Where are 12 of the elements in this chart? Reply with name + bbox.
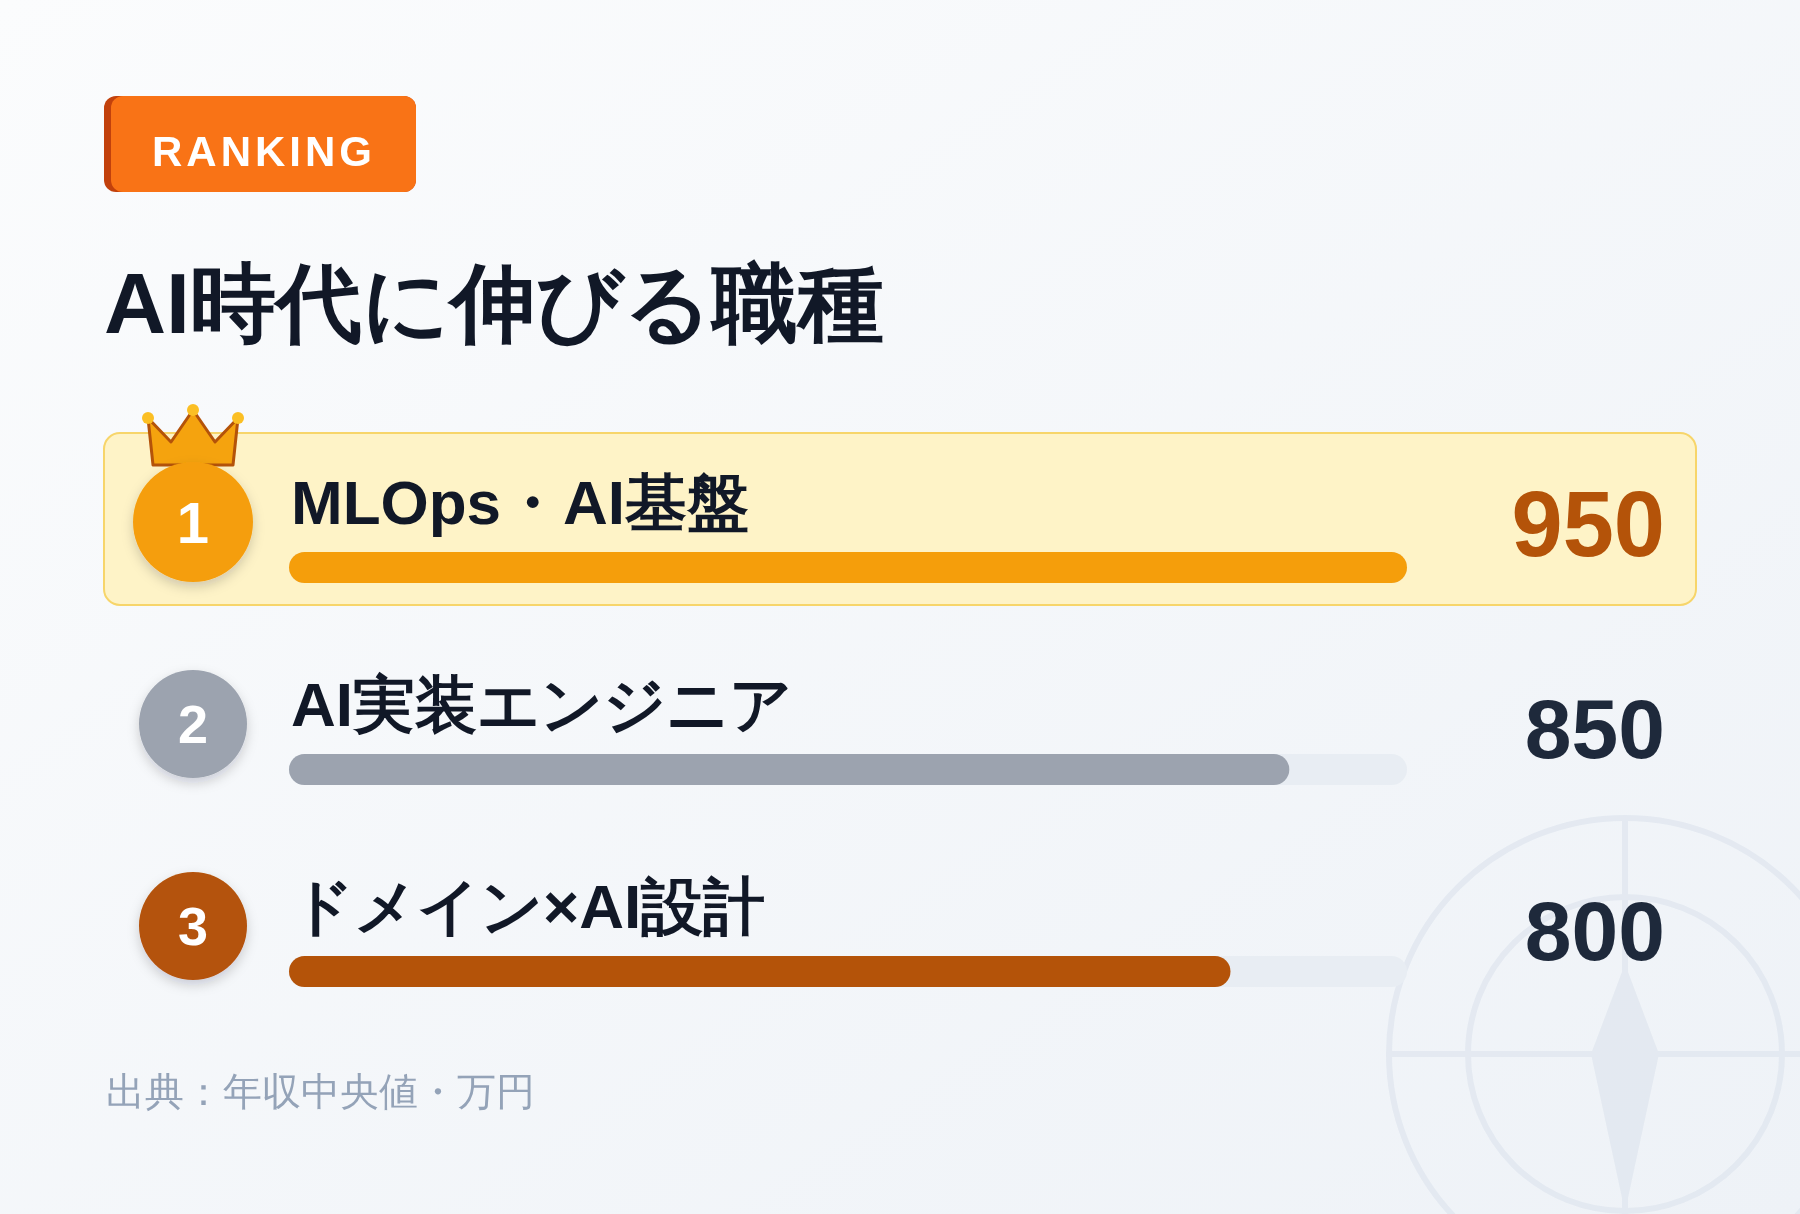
category-label: ドメイン×AI設計: [291, 872, 766, 941]
title: AI時代に伸びる職種: [104, 255, 884, 351]
subtitle: RANKING: [152, 128, 376, 175]
data-label: 950: [1511, 473, 1665, 575]
category-label: MLOps・AI基盤: [291, 468, 750, 537]
annotation: 1: [176, 489, 210, 555]
annotation: 2: [178, 694, 208, 754]
annotation: 3: [178, 896, 208, 956]
data-label: 850: [1524, 682, 1665, 776]
data-label: 800: [1524, 884, 1665, 978]
annotation: 出典：年収中央値・万円: [106, 1070, 535, 1113]
category-label: AI実装エンジニア: [291, 670, 792, 739]
